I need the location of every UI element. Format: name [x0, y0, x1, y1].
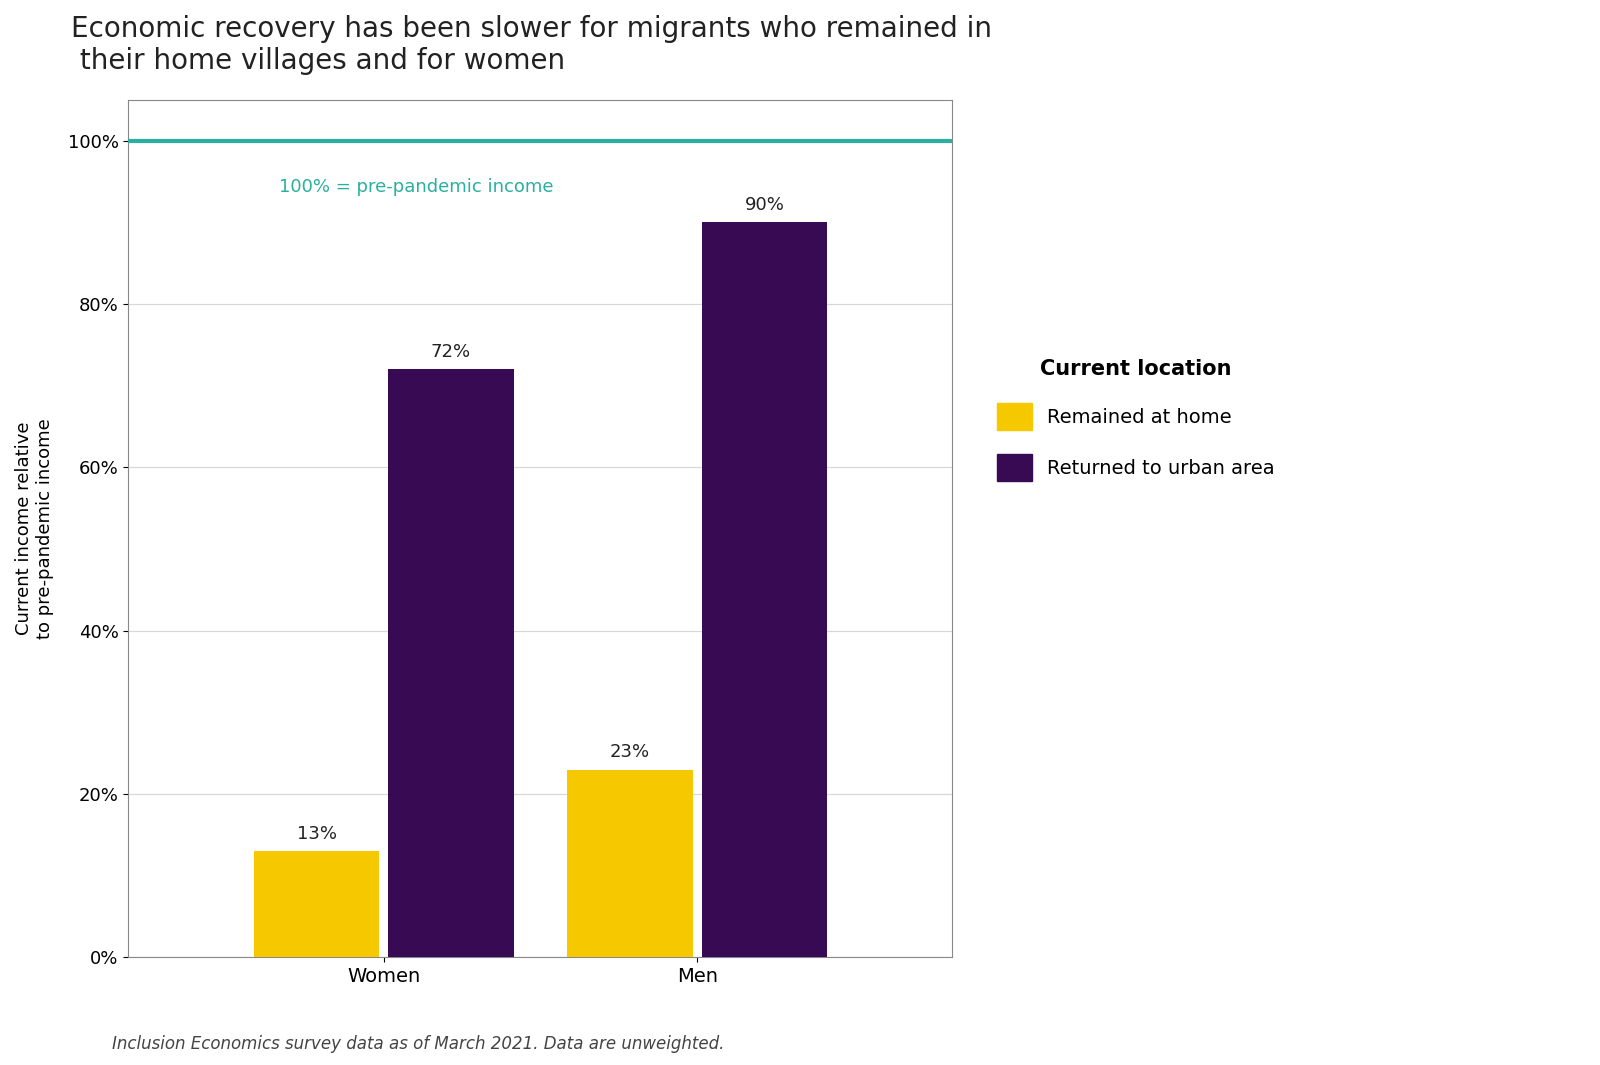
Bar [568, 770, 693, 957]
Bar [254, 851, 379, 957]
Y-axis label: Current income relative
to pre-pandemic income: Current income relative to pre-pandemic … [14, 419, 54, 639]
Bar [389, 370, 514, 957]
Bar [702, 223, 827, 957]
Text: 13%: 13% [296, 825, 336, 843]
Text: 90%: 90% [744, 196, 784, 214]
Text: 72%: 72% [430, 343, 470, 361]
Text: Inclusion Economics survey data as of March 2021. Data are unweighted.: Inclusion Economics survey data as of Ma… [112, 1035, 725, 1053]
Text: 23%: 23% [610, 743, 650, 761]
Text: 100% = pre-pandemic income: 100% = pre-pandemic income [278, 178, 554, 196]
Text: Economic recovery has been slower for migrants who remained in
 their home villa: Economic recovery has been slower for mi… [70, 15, 992, 76]
Legend: Remained at home, Returned to urban area: Remained at home, Returned to urban area [987, 349, 1285, 491]
